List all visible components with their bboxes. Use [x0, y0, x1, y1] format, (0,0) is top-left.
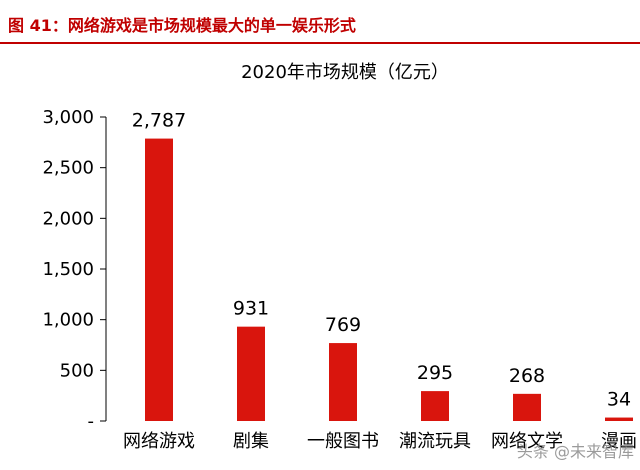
data-label: 295 [417, 362, 453, 384]
bar [421, 391, 449, 421]
data-label: 769 [325, 314, 361, 336]
category-labels: 网络游戏 剧集 一般图书 潮流玩具 网络文学 漫画 [123, 431, 637, 452]
category-label: 网络游戏 [123, 431, 195, 452]
category-label: 网络文学 [491, 431, 563, 452]
data-labels: 2,787 931 769 295 268 34 [132, 110, 631, 411]
y-tick-label: 500 [60, 360, 94, 381]
y-tick-label: 2,500 [42, 158, 94, 179]
bar [145, 138, 173, 422]
data-label: 268 [509, 365, 545, 387]
category-label: 一般图书 [307, 431, 379, 452]
category-label: 漫画 [601, 431, 637, 452]
bar [513, 393, 541, 421]
bars [145, 138, 633, 422]
bar [605, 417, 633, 421]
y-tick-label: 1,000 [42, 310, 94, 331]
category-label: 潮流玩具 [399, 431, 471, 452]
bar [329, 343, 357, 421]
category-label: 剧集 [233, 431, 269, 452]
y-tick-label: 3,000 [42, 107, 94, 128]
figure-title: 图 41：网络游戏是市场规模最大的单一娱乐形式 [8, 16, 356, 35]
data-label: 34 [607, 389, 631, 411]
data-label: 2,787 [132, 110, 186, 132]
data-label: 931 [233, 298, 269, 320]
y-tick-label: 1,500 [42, 259, 94, 280]
y-tick-label: 2,000 [42, 208, 94, 229]
watermark: 头条 @未来智库 [516, 442, 634, 461]
y-tick-label: - [88, 411, 95, 432]
chart-title: 2020年市场规模（亿元） [241, 62, 449, 83]
title-divider [0, 42, 640, 44]
y-axis-ticks: - 500 1,000 1,500 2,000 2,500 3,000 [42, 107, 106, 432]
bar [237, 326, 265, 421]
